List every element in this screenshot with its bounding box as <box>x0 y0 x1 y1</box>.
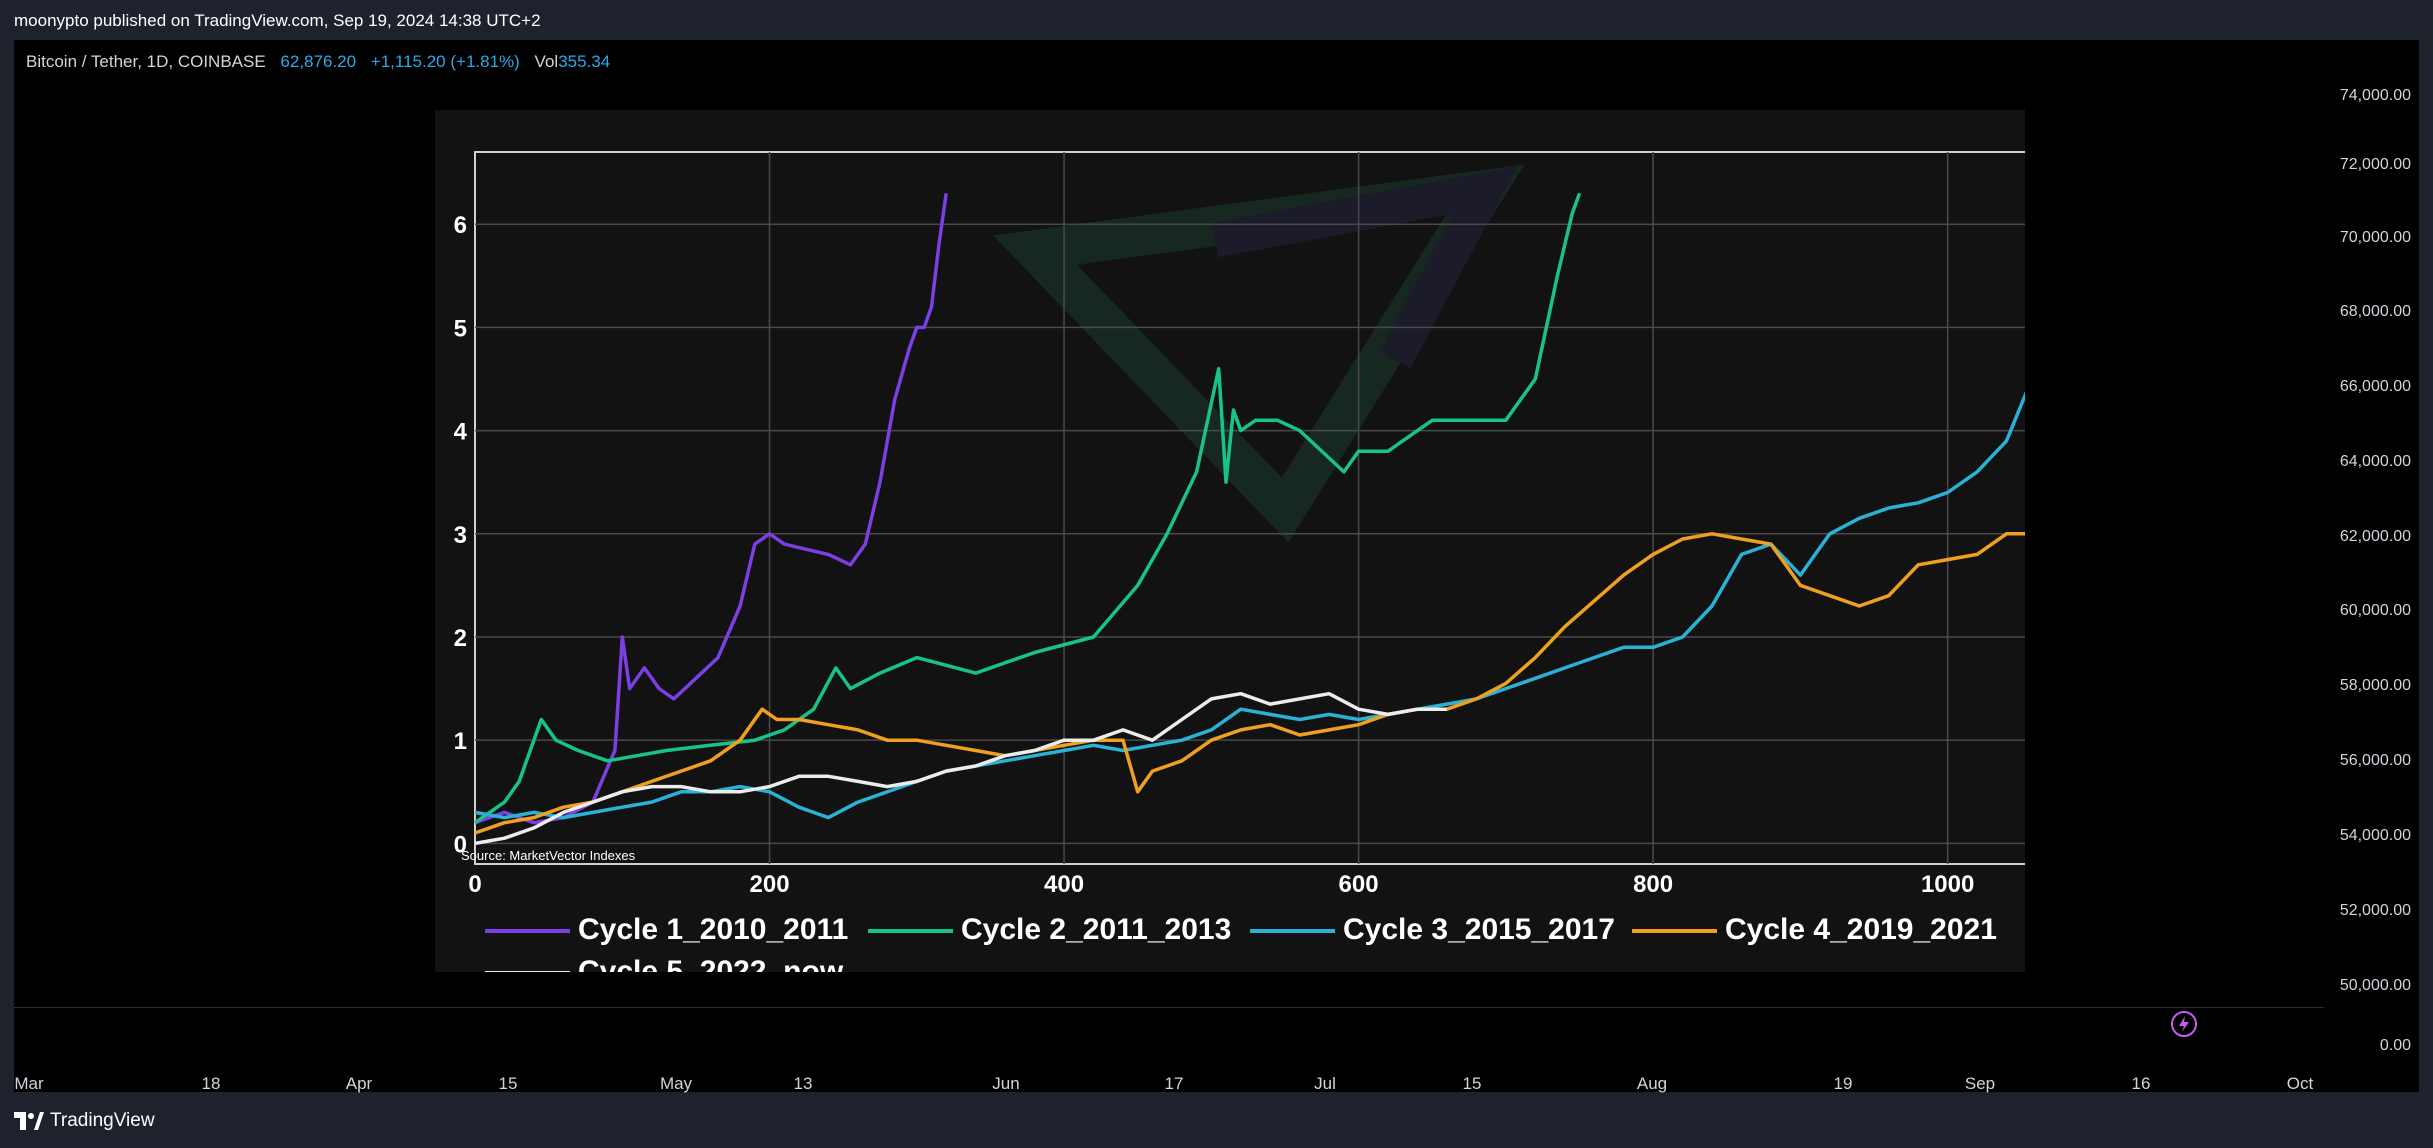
time-axis-label: Jun <box>992 1074 1020 1093</box>
y-tick-label: 1 <box>454 728 467 755</box>
series-line-cycle-2 <box>473 192 1582 825</box>
time-axis-label: Mar <box>14 1074 44 1093</box>
price-axis-label: 70,000.00 <box>2339 229 2411 246</box>
chart-frame[interactable]: Bitcoin / Tether, 1D, COINBASE 62,876.20… <box>14 40 2419 1093</box>
brand-name: TradingView <box>50 1110 155 1131</box>
price-axis-label: 66,000.00 <box>2339 378 2411 395</box>
time-axis-label: 15 <box>1462 1074 1482 1093</box>
price-axis-label: 54,000.00 <box>2339 827 2411 844</box>
price-axis-label: 56,000.00 <box>2339 752 2411 769</box>
volume-value: 355.34 <box>558 52 611 71</box>
legend-entry: Cycle 1_2010_2011 <box>578 913 848 946</box>
embedded-cycle-chart: 0 200 400 600 800 1000 0 1 2 3 4 5 6 Cycle 1_2010_20… <box>435 110 2025 972</box>
series-line-cycle-4 <box>474 532 2025 835</box>
time-axis-label: 18 <box>201 1074 221 1093</box>
time-axis-label: 16 <box>2131 1074 2151 1093</box>
price-axis-label: 64,000.00 <box>2339 453 2411 470</box>
time-axis-label: Sep <box>1964 1074 1996 1093</box>
price-axis[interactable]: 74,000.00 72,000.00 70,000.00 68,000.00 66,0… <box>2324 40 2419 1092</box>
brand[interactable]: TradingView <box>14 1110 155 1132</box>
price-axis-label: 52,000.00 <box>2339 902 2411 919</box>
plot-area <box>474 151 2025 865</box>
lightning-icon[interactable] <box>2170 1010 2198 1038</box>
x-tick-label: 1000 <box>1921 871 1974 898</box>
time-axis-label: May <box>659 1074 693 1093</box>
x-tick-label: 800 <box>1633 871 1673 898</box>
y-tick-label: 6 <box>454 212 467 239</box>
time-axis-label: 17 <box>1164 1074 1184 1093</box>
y-tick-label: 5 <box>454 315 467 342</box>
symbol-name: Bitcoin / Tether, 1D, COINBASE <box>26 52 266 71</box>
tradingview-logo-icon <box>14 1112 44 1130</box>
legend-entry: Cycle 4_2019_2021 <box>1725 913 1997 946</box>
y-tick-label: 2 <box>454 625 467 652</box>
time-axis[interactable]: Mar 18 Apr 15 May 13 Jun 17 Jul 15 Aug 19 Sep 16 Oct <box>14 1052 2419 1093</box>
price-axis-label: 0.00 <box>2379 1037 2411 1054</box>
legend-entry: Cycle 2_2011_2013 <box>961 913 1231 946</box>
price-axis-label: 62,000.00 <box>2339 528 2411 545</box>
x-tick-label: 200 <box>750 871 790 898</box>
publish-bar: moonypto published on TradingView.com, S… <box>0 0 2433 40</box>
y-tick-label: 0 <box>454 831 467 858</box>
x-tick-label: 0 <box>468 871 481 898</box>
volume-label: Vol <box>534 52 559 71</box>
price-axis-label: 58,000.00 <box>2339 677 2411 694</box>
price-change: +1,115.20 (+1.81%) <box>370 52 520 71</box>
time-axis-label: 13 <box>793 1074 813 1093</box>
last-price: 62,876.20 <box>280 52 357 71</box>
legend-entry: Cycle 5_2022_now <box>578 955 844 972</box>
time-axis-label: 19 <box>1833 1074 1853 1093</box>
time-axis-label: Aug <box>1636 1074 1668 1093</box>
y-tick-label: 4 <box>454 419 468 446</box>
cycle-chart-svg: 0 200 400 600 800 1000 0 1 2 3 4 5 6 Cycle 1_2010_20… <box>454 151 2025 972</box>
price-axis-label: 74,000.00 <box>2339 87 2411 104</box>
price-axis-label: 50,000.00 <box>2339 977 2411 994</box>
price-axis-label: 68,000.00 <box>2339 303 2411 320</box>
time-axis-label: Apr <box>345 1074 373 1093</box>
watermark-logo-icon <box>993 164 1525 543</box>
time-axis-label: Jul <box>1314 1074 1336 1093</box>
pane-separator[interactable] <box>14 1007 2324 1008</box>
y-tick-label: 3 <box>454 522 467 549</box>
series-line-cycle-3 <box>474 390 2025 820</box>
x-tick-label: 400 <box>1044 871 1084 898</box>
time-axis-label: 15 <box>498 1074 518 1093</box>
legend-entry: Cycle 3_2015_2017 <box>1343 913 1615 946</box>
publish-info: moonypto published on TradingView.com, S… <box>14 11 541 30</box>
x-tick-label: 600 <box>1339 871 1379 898</box>
price-axis-label: 60,000.00 <box>2339 602 2411 619</box>
time-axis-label: Oct <box>2286 1074 2314 1093</box>
series-line-cycle-1 <box>474 193 948 825</box>
footer: TradingView <box>14 1092 2433 1148</box>
source-note: Source: MarketVector Indexes <box>461 848 636 863</box>
price-axis-label: 72,000.00 <box>2339 156 2411 173</box>
series-line-cycle-5 <box>474 691 1447 846</box>
symbol-legend[interactable]: Bitcoin / Tether, 1D, COINBASE 62,876.20… <box>26 52 610 72</box>
